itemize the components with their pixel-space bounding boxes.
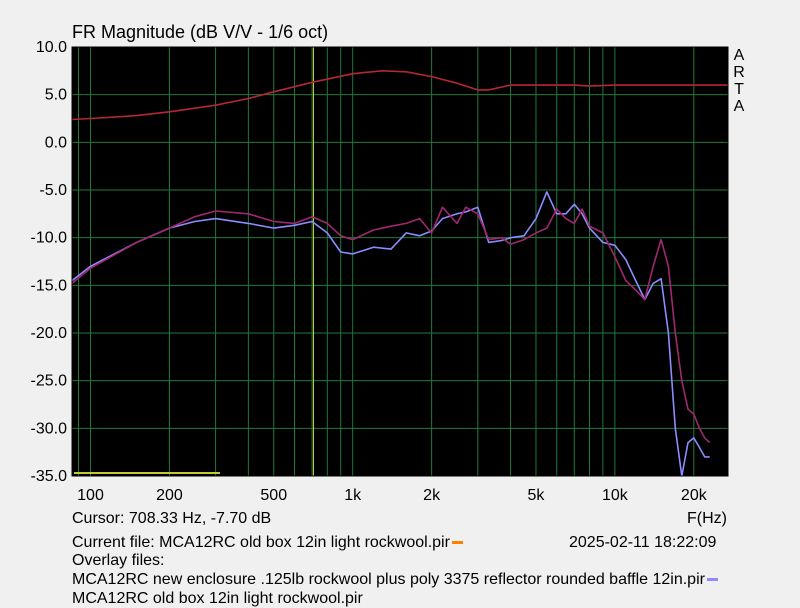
fr-magnitude-chart: 10.0 5.0 0.0 -5.0 -10.0 -15.0 -20.0 -25.0 -30.0 -… [31, 39, 729, 504]
x-tick-label: 100 [77, 487, 104, 504]
current-file-swatch [451, 541, 463, 545]
arta-letter-a2: A [733, 98, 745, 115]
overlay-file-2: MCA12RC old box 12in light rockwool.pir [72, 590, 363, 607]
current-file-name: Current file: MCA12RC old box 12in light… [72, 534, 450, 551]
x-tick-label: 200 [156, 487, 183, 504]
x-tick-label: 500 [260, 487, 287, 504]
arta-logo: A R T A [732, 47, 746, 115]
series-line-2[interactable] [71, 191, 710, 477]
y-tick-label: 5.0 [45, 87, 67, 104]
y-tick-label: -5.0 [39, 182, 67, 199]
x-axis-unit: F(Hz) [687, 510, 727, 527]
y-tick-label: 10.0 [36, 39, 67, 56]
overlay-header: Overlay files: [72, 552, 165, 569]
arta-letter-t: T [734, 81, 744, 98]
overlay-file-1-swatch [706, 578, 718, 582]
arta-letter-a1: A [733, 47, 745, 64]
x-tick-label: 10k [602, 487, 629, 504]
y-tick-label: -25.0 [31, 373, 68, 390]
chart-title: FR Magnitude (dB V/V - 1/6 oct) [72, 22, 329, 42]
y-tick-label: 0.0 [45, 134, 67, 151]
arta-letter-r: R [733, 64, 745, 81]
x-tick-label: 1k [344, 487, 362, 504]
tick-labels: 10.0 5.0 0.0 -5.0 -10.0 -15.0 -20.0 -25.0 -30.0 -… [31, 39, 708, 504]
x-tick-label: 20k [681, 487, 708, 504]
x-tick-label: 2k [423, 487, 441, 504]
y-tick-label: -10.0 [31, 230, 68, 247]
series-line-1[interactable] [71, 70, 728, 121]
series-line-3[interactable] [71, 206, 711, 444]
x-tick-label: 5k [528, 487, 546, 504]
current-file-label: Current file: MCA12RC old box 12in light… [72, 534, 463, 552]
overlay-file-1: MCA12RC new enclosure .125lb rockwool pl… [72, 571, 718, 589]
plot-background [72, 47, 728, 476]
y-tick-label: -20.0 [31, 325, 68, 342]
y-tick-label: -15.0 [31, 277, 68, 294]
overlay-file-1-name: MCA12RC new enclosure .125lb rockwool pl… [72, 571, 705, 588]
y-tick-label: -30.0 [31, 420, 68, 437]
plot-border [71, 46, 729, 477]
series-lines[interactable] [71, 47, 728, 477]
timestamp: 2025-02-11 18:22:09 [569, 534, 717, 551]
cursor-readout: Cursor: 708.33 Hz, -7.70 dB [72, 510, 272, 527]
y-tick-label: -35.0 [31, 468, 68, 485]
